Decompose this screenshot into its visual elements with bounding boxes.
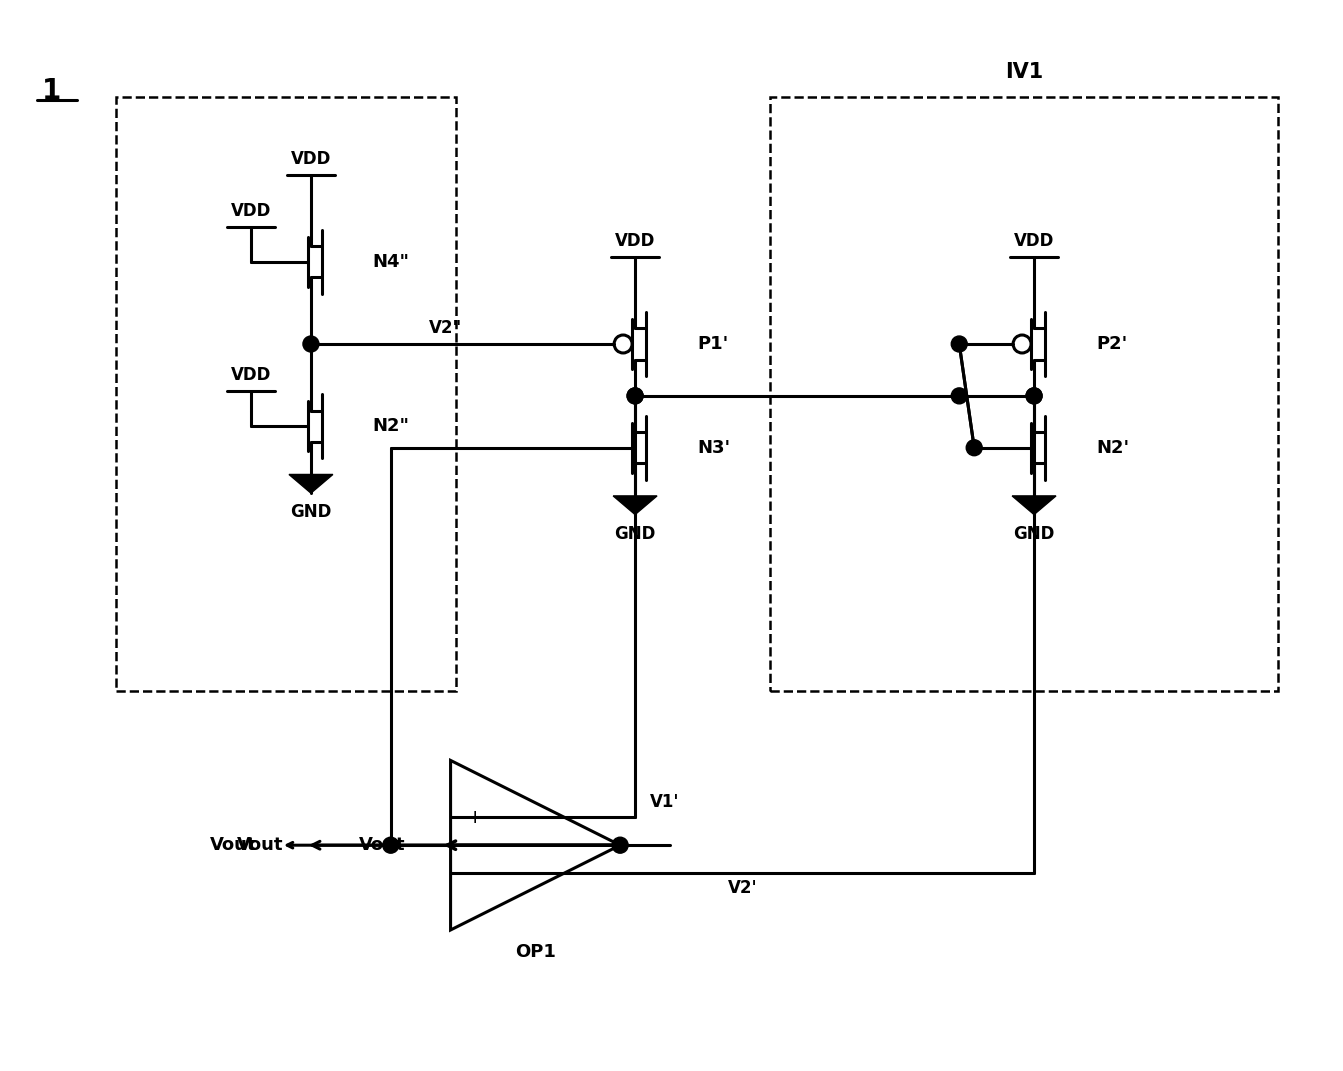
Text: N2': N2' <box>1096 439 1129 456</box>
Text: N4": N4" <box>373 253 410 271</box>
Text: VDD: VDD <box>290 150 332 168</box>
Text: VDD: VDD <box>231 201 271 220</box>
Text: V2": V2" <box>428 319 462 337</box>
Polygon shape <box>614 496 657 514</box>
Circle shape <box>951 388 967 404</box>
Text: Vout: Vout <box>236 836 283 855</box>
Text: Vout: Vout <box>359 836 406 855</box>
Circle shape <box>612 838 629 854</box>
Text: IV1: IV1 <box>1005 62 1044 82</box>
Circle shape <box>1026 388 1042 404</box>
Text: OP1: OP1 <box>514 942 556 961</box>
Text: N2": N2" <box>373 418 410 435</box>
Circle shape <box>1026 388 1042 404</box>
Circle shape <box>951 336 967 352</box>
Text: VDD: VDD <box>231 366 271 384</box>
Polygon shape <box>1013 496 1056 514</box>
Text: GND: GND <box>290 503 332 522</box>
Text: P1': P1' <box>697 335 728 353</box>
Bar <box>117 97 455 691</box>
Text: N3': N3' <box>697 439 731 456</box>
Text: V1': V1' <box>650 794 680 812</box>
Text: V2': V2' <box>728 879 757 897</box>
Text: VDD: VDD <box>615 232 655 251</box>
Circle shape <box>627 388 643 404</box>
Text: 1: 1 <box>42 77 60 105</box>
Text: GND: GND <box>1014 525 1054 543</box>
Polygon shape <box>289 474 333 493</box>
Circle shape <box>383 838 399 854</box>
Text: P2': P2' <box>1096 335 1127 353</box>
Bar <box>770 97 1279 691</box>
Circle shape <box>304 336 318 352</box>
Circle shape <box>966 440 982 455</box>
Text: GND: GND <box>614 525 655 543</box>
Text: +: + <box>467 808 483 827</box>
Text: VDD: VDD <box>1014 232 1054 251</box>
Circle shape <box>627 388 643 404</box>
Text: Vout: Vout <box>210 836 257 855</box>
